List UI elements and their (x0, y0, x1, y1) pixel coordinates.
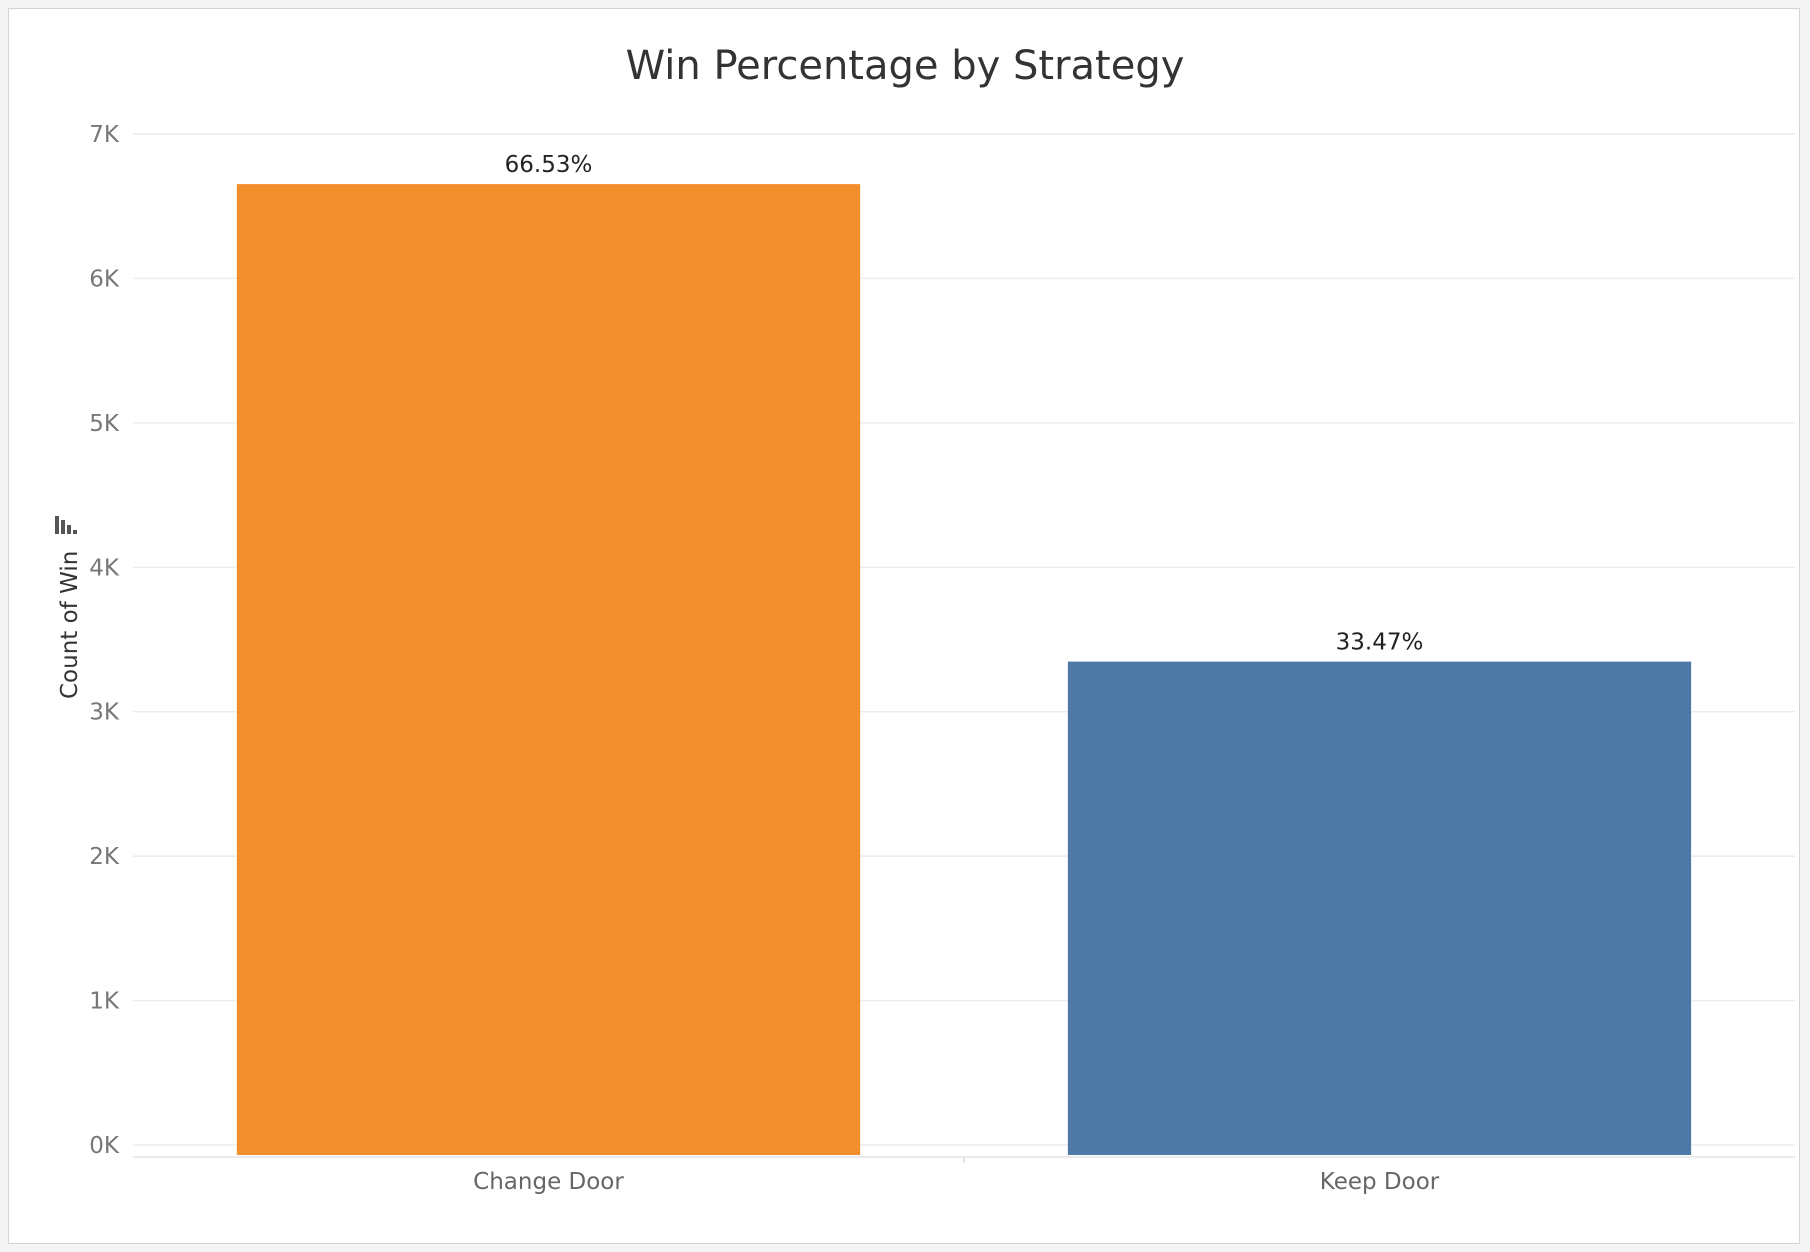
x-axis-categories: Change Door Keep Door (473, 1169, 1440, 1195)
data-label: 33.47% (1336, 630, 1424, 656)
y-tick-label: 4K (89, 555, 120, 581)
bars (236, 184, 1692, 1156)
chart-title: Win Percentage by Strategy (626, 43, 1185, 89)
y-tick-label: 3K (89, 700, 120, 726)
data-labels: 66.53% 33.47% (505, 152, 1424, 655)
y-axis-ticks: 0K 1K 2K 3K 4K 5K 6K 7K (89, 122, 120, 1159)
y-tick-label: 6K (89, 266, 120, 292)
y-tick-label: 1K (89, 989, 120, 1015)
y-tick-label: 2K (89, 844, 120, 870)
bar-change-door[interactable] (236, 184, 861, 1156)
bar-keep-door[interactable] (1067, 661, 1692, 1155)
y-tick-label: 0K (89, 1133, 120, 1159)
y-tick-label: 5K (89, 411, 120, 437)
x-category-label[interactable]: Keep Door (1320, 1169, 1440, 1195)
y-tick-label: 7K (89, 122, 120, 148)
chart-frame: Win Percentage by Strategy 0K 1K 2K 3K 4K 5K 6… (8, 8, 1800, 1244)
y-axis-title-group[interactable]: Count of Win (55, 516, 83, 699)
data-label: 66.53% (505, 152, 593, 178)
y-axis-title: Count of Win (57, 551, 83, 699)
chart-svg: Win Percentage by Strategy 0K 1K 2K 3K 4K 5K 6… (55, 43, 1795, 1195)
x-category-label[interactable]: Change Door (473, 1169, 624, 1195)
sort-descending-icon[interactable] (55, 516, 77, 534)
